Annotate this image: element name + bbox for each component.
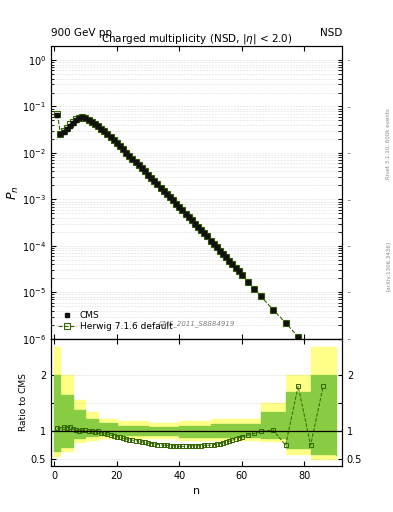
Line: Herwig 7.1.6 default: Herwig 7.1.6 default: [55, 112, 326, 368]
CMS: [102, 129, 107, 135]
Herwig 7.1.6 default: [321, 362, 325, 368]
CMS: [321, 374, 325, 380]
CMS: [55, 112, 60, 118]
Herwig 7.1.6 default: [246, 279, 250, 285]
Title: Charged multiplicity (NSD, |$\eta$| < 2.0): Charged multiplicity (NSD, |$\eta$| < 2.…: [101, 32, 292, 46]
CMS: [246, 279, 250, 285]
Herwig 7.1.6 default: [105, 132, 110, 138]
Text: 900 GeV pp: 900 GeV pp: [51, 28, 112, 38]
Line: CMS: CMS: [55, 113, 325, 379]
Text: Rivet 3.1.10, 600k events: Rivet 3.1.10, 600k events: [386, 108, 391, 179]
Herwig 7.1.6 default: [102, 129, 107, 135]
X-axis label: n: n: [193, 486, 200, 496]
Herwig 7.1.6 default: [296, 334, 301, 340]
CMS: [105, 132, 110, 138]
Herwig 7.1.6 default: [55, 111, 60, 117]
Text: NSD: NSD: [320, 28, 342, 38]
Text: [arXiv:1306.3436]: [arXiv:1306.3436]: [386, 241, 391, 291]
CMS: [177, 204, 182, 210]
Legend: CMS, Herwig 7.1.6 default: CMS, Herwig 7.1.6 default: [55, 308, 175, 334]
Y-axis label: Ratio to CMS: Ratio to CMS: [19, 373, 28, 431]
Y-axis label: $P_n$: $P_n$: [6, 185, 21, 200]
CMS: [174, 201, 178, 207]
CMS: [296, 334, 301, 340]
Text: CMS_2011_S8884919: CMS_2011_S8884919: [158, 320, 235, 327]
Herwig 7.1.6 default: [177, 204, 182, 210]
Herwig 7.1.6 default: [174, 201, 178, 207]
